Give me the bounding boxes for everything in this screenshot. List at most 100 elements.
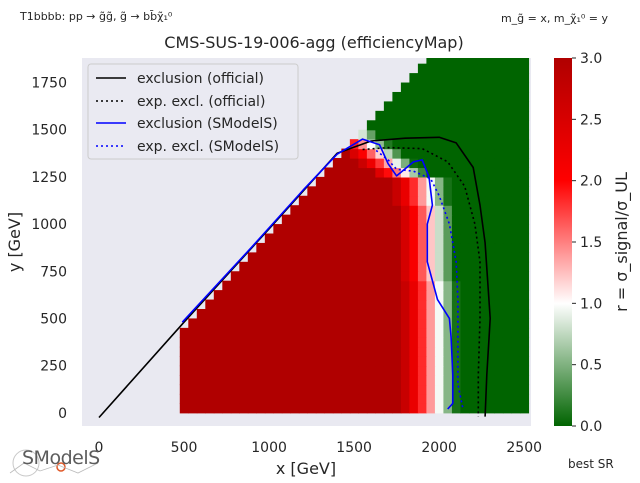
heatmap-cell: [315, 327, 325, 338]
contour-lines: [98, 136, 492, 419]
heatmap-cell: [358, 224, 368, 235]
heatmap-cell: [417, 384, 427, 395]
heatmap-cell: [511, 110, 521, 121]
heatmap-cell: [502, 290, 513, 301]
heatmap-cell: [256, 252, 266, 263]
y-axis-label: y [GeV]: [5, 212, 24, 272]
heatmap-cell: [417, 252, 427, 263]
heatmap-cell: [468, 110, 479, 121]
heatmap-cell: [443, 224, 453, 235]
heatmap-cell: [468, 393, 479, 404]
heatmap-cell: [451, 252, 462, 263]
heatmap-cell: [307, 205, 317, 216]
heatmap-cell: [273, 403, 283, 414]
heatmap-cell: [519, 346, 530, 357]
heatmap-cell: [468, 195, 479, 206]
heatmap-cell: [366, 261, 376, 272]
heatmap-cell: [273, 337, 283, 348]
heatmap-cell: [409, 393, 419, 404]
heatmap-cell: [443, 393, 453, 404]
heatmap-cell: [383, 403, 393, 414]
heatmap-cell: [511, 403, 521, 414]
heatmap-cell: [443, 337, 453, 348]
heatmap-cell: [349, 356, 359, 367]
heatmap-cell: [383, 299, 393, 310]
heatmap-cell: [460, 252, 470, 263]
heatmap-cell: [324, 205, 334, 216]
heatmap-cell: [417, 403, 427, 414]
heatmap-cell: [502, 205, 513, 216]
heatmap-cell: [468, 91, 479, 103]
heatmap-cell: [188, 356, 198, 367]
heatmap-cell: [477, 393, 487, 404]
chart-title: CMS-SUS-19-006-agg (efficiencyMap): [164, 33, 464, 52]
heatmap-cell: [460, 375, 470, 386]
heatmap-cell: [281, 393, 291, 404]
heatmap-cell: [511, 375, 521, 386]
heatmap-cell: [196, 318, 206, 329]
heatmap-cell: [179, 337, 189, 348]
heatmap-cell: [460, 271, 470, 282]
heatmap-cell: [477, 205, 487, 216]
heatmap-cell: [443, 167, 453, 178]
heatmap-cell: [409, 384, 419, 395]
heatmap-cell: [485, 252, 496, 263]
heatmap-cell: [383, 356, 393, 367]
heatmap-cell: [502, 252, 513, 263]
heatmap-cell: [443, 280, 453, 291]
heatmap-cell: [324, 176, 334, 187]
heatmap-cell: [383, 327, 393, 338]
heatmap-cell: [332, 224, 342, 235]
heatmap-cell: [315, 205, 325, 216]
heatmap-cell: [494, 205, 504, 216]
heatmap-cell: [239, 271, 249, 282]
heatmap-cell: [383, 365, 393, 376]
heatmap-cell: [443, 327, 453, 338]
heatmap-cell: [230, 403, 240, 414]
heatmap-cell: [375, 299, 385, 310]
heatmap-cell: [307, 271, 317, 282]
heatmap-cell: [315, 337, 325, 348]
heatmap-cell: [375, 365, 385, 376]
heatmap-cell: [460, 129, 470, 140]
heatmap-cell: [511, 176, 521, 187]
heatmap-cell: [460, 299, 470, 310]
heatmap-cell: [358, 271, 368, 282]
heatmap-cell: [409, 214, 419, 225]
heatmap-cell: [307, 375, 317, 386]
heatmap-cell: [247, 327, 257, 338]
heatmap-cell: [477, 110, 487, 121]
heatmap-cell: [196, 384, 206, 395]
heatmap-cell: [468, 63, 479, 74]
heatmap-cell: [366, 271, 376, 282]
heatmap-cell: [400, 224, 410, 235]
heatmap-cell: [451, 214, 462, 225]
heatmap-cell: [409, 167, 419, 178]
heatmap-cell: [426, 120, 436, 131]
heatmap-cell: [349, 214, 359, 225]
heatmap-cell: [341, 148, 351, 159]
heatmap-cell: [460, 82, 470, 93]
heatmap-cell: [332, 195, 342, 206]
heatmap-cell: [332, 167, 342, 178]
heatmap-cell: [494, 101, 504, 112]
heatmap-cell: [468, 186, 479, 197]
heatmap-cell: [264, 299, 274, 310]
heatmap-cell: [400, 375, 410, 386]
heatmap-cell: [502, 224, 513, 235]
heatmap-cell: [434, 280, 445, 291]
heatmap-cell: [315, 233, 325, 244]
heatmap-cell: [315, 318, 325, 329]
heatmap-cell: [494, 129, 504, 140]
heatmap-cell: [443, 120, 453, 131]
heatmap-cell: [485, 195, 496, 206]
heatmap-cell: [324, 299, 334, 310]
logo-text: SModelS: [22, 447, 100, 469]
heatmap-cell: [341, 158, 351, 169]
heatmap-cell: [298, 233, 308, 244]
heatmap-cell: [290, 337, 300, 348]
heatmap-cell: [290, 299, 300, 310]
heatmap-cell: [358, 356, 368, 367]
heatmap-cell: [460, 91, 470, 103]
heatmap-cell: [196, 403, 206, 414]
